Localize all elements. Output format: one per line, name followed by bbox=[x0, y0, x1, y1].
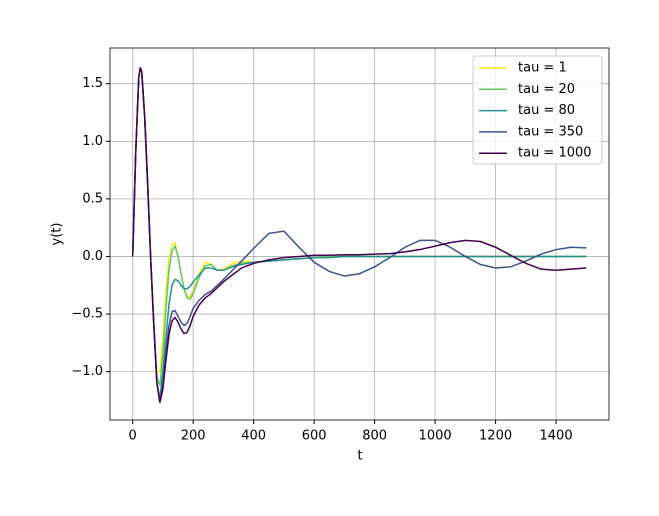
legend-label: tau = 1000 bbox=[518, 146, 592, 161]
legend-label: tau = 350 bbox=[518, 124, 583, 139]
x-tick-label: 600 bbox=[302, 429, 327, 444]
plot-frame bbox=[109, 47, 610, 421]
legend-label: tau = 20 bbox=[518, 82, 575, 97]
x-tick-label: 400 bbox=[241, 429, 266, 444]
legend: tau = 1 tau = 20 tau = 80 tau = 350 tau = 10… bbox=[472, 55, 603, 165]
y-axis-label: y(t) bbox=[50, 223, 65, 246]
y-tick-label: 1.0 bbox=[82, 134, 103, 149]
x-tick-label: 200 bbox=[181, 429, 206, 444]
y-tick-label: −0.5 bbox=[71, 307, 103, 322]
x-axis-label: t bbox=[357, 449, 362, 464]
y-tick-label: 0.5 bbox=[82, 191, 103, 206]
x-tick-label: 1400 bbox=[540, 429, 573, 444]
legend-label: tau = 80 bbox=[518, 103, 575, 118]
y-tick-label: 1.5 bbox=[82, 76, 103, 91]
y-tick-label: −1.0 bbox=[71, 364, 103, 379]
x-tick-label: 0 bbox=[129, 429, 137, 444]
x-tick-label: 1200 bbox=[479, 429, 512, 444]
x-tick-label: 800 bbox=[362, 429, 387, 444]
legend-box bbox=[472, 55, 603, 165]
series-line bbox=[131, 67, 587, 403]
legend-label: tau = 1 bbox=[518, 61, 567, 76]
y-tick-label: 0.0 bbox=[82, 249, 103, 264]
x-tick-label: 1000 bbox=[419, 429, 452, 444]
